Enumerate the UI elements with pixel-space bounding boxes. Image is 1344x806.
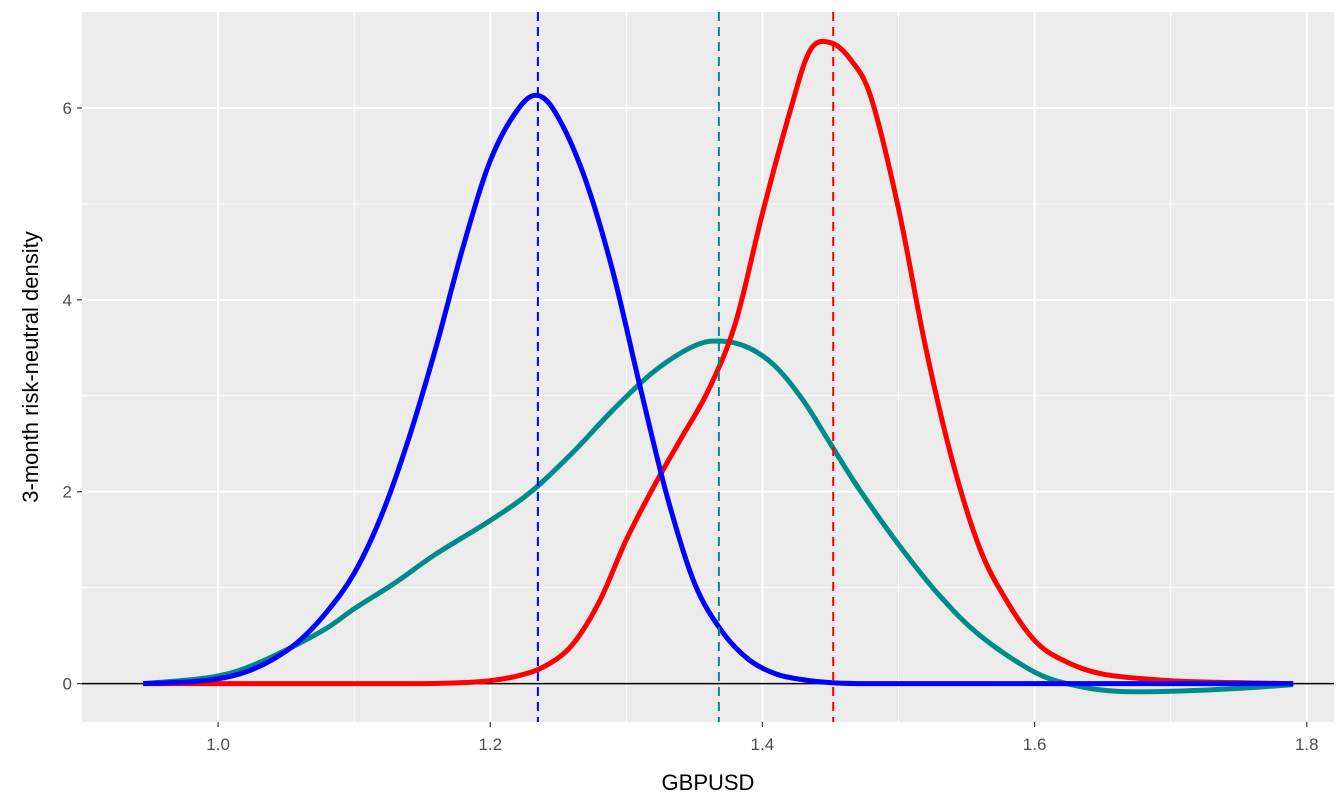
x-tick-label: 1.2 — [478, 735, 502, 754]
x-axis-ticks: 1.0 1.2 1.4 1.6 1.8 — [206, 722, 1318, 754]
x-tick-label: 1.4 — [751, 735, 775, 754]
y-tick-label: 4 — [63, 291, 72, 310]
y-tick-label: 6 — [63, 99, 72, 118]
x-tick-label: 1.8 — [1295, 735, 1319, 754]
x-axis-title: GBPUSD — [662, 770, 755, 795]
y-tick-label: 2 — [63, 483, 72, 502]
y-tick-label: 0 — [63, 675, 72, 694]
x-tick-label: 1.6 — [1023, 735, 1047, 754]
panel-background — [82, 12, 1334, 722]
x-tick-label: 1.0 — [206, 735, 230, 754]
y-axis-title: 3-month risk-neutral density — [18, 231, 43, 502]
y-axis-ticks: 0 2 4 6 — [63, 99, 82, 694]
